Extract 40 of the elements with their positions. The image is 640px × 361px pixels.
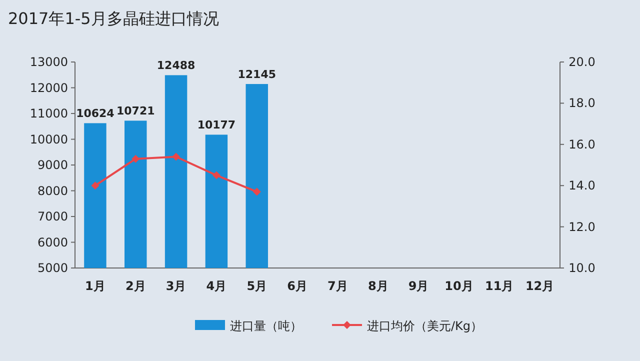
y-tick-label: 7000 xyxy=(37,210,68,224)
y2-tick-label: 12.0 xyxy=(568,220,596,234)
x-tick-label: 3月 xyxy=(166,279,186,293)
data-label: 12145 xyxy=(238,68,276,82)
x-tick-label: 4月 xyxy=(206,279,227,293)
y-tick-label: 13000 xyxy=(30,55,68,69)
legend-label: 进口均价（美元/Kg） xyxy=(367,319,483,333)
y2-tick-label: 16.0 xyxy=(568,137,596,152)
x-tick-label: 6月 xyxy=(287,279,308,293)
point xyxy=(212,171,220,180)
y-tick-label: 11000 xyxy=(30,106,68,120)
point xyxy=(252,188,261,196)
x-tick-label: 12月 xyxy=(525,279,554,293)
x-tick-label: 1月 xyxy=(85,279,106,293)
x-tick-label: 8月 xyxy=(368,279,388,293)
y2-tick-label: 18.0 xyxy=(568,96,596,110)
point xyxy=(91,182,100,190)
y-tick-label: 8000 xyxy=(37,184,68,198)
y-tick-label: 5000 xyxy=(37,261,68,275)
y2-tick-label: 14.0 xyxy=(568,178,596,193)
y-tick-label: 9000 xyxy=(37,158,68,172)
data-label: 10624 xyxy=(76,107,115,120)
x-tick-label: 2月 xyxy=(125,279,146,293)
x-tick-label: 11月 xyxy=(485,279,514,293)
legend-label: 进口量（吨） xyxy=(230,319,302,333)
y-tick-label: 12000 xyxy=(30,80,68,95)
chart-title: 2017年1-5月多晶硅进口情况 xyxy=(8,9,219,28)
point xyxy=(172,152,180,161)
y2-tick-label: 10.0 xyxy=(568,261,596,275)
y-tick-label: 6000 xyxy=(37,235,68,250)
y2-tick-label: 20.0 xyxy=(568,55,596,69)
data-label: 12488 xyxy=(156,59,196,72)
data-label: 10177 xyxy=(197,118,236,132)
data-label: 10721 xyxy=(116,104,155,118)
y-tick-label: 10000 xyxy=(30,132,68,146)
x-tick-label: 10月 xyxy=(444,279,474,293)
point xyxy=(132,154,140,163)
x-tick-label: 9月 xyxy=(408,279,429,293)
x-tick-label: 5月 xyxy=(246,279,268,293)
x-tick-label: 7月 xyxy=(328,279,348,293)
